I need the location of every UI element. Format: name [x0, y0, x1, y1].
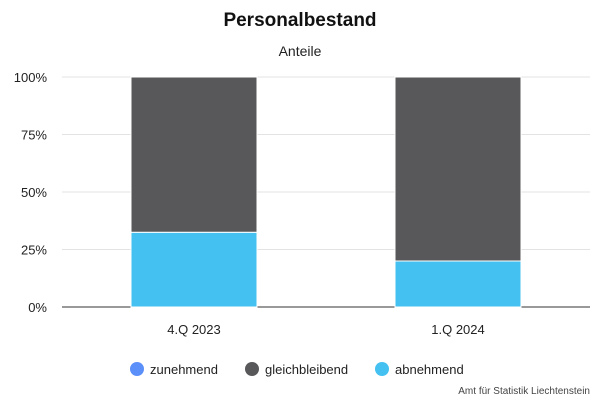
bar-abnehmend[interactable] — [130, 231, 258, 308]
y-tick-label: 75% — [21, 128, 47, 143]
y-tick-label: 0% — [28, 300, 47, 315]
legend-marker — [130, 362, 144, 376]
credit-text: Amt für Statistik Liechtenstein — [458, 386, 590, 397]
x-axis-ticks: 4.Q 2023 1.Q 2024 — [167, 322, 485, 337]
y-axis-ticks: 0% 25% 50% 75% 100% — [14, 70, 48, 315]
y-tick-label: 50% — [21, 185, 47, 200]
x-tick-label: 1.Q 2024 — [431, 322, 485, 337]
bar-abnehmend[interactable] — [394, 260, 522, 308]
legend-label: abnehmend — [395, 362, 464, 377]
legend-item[interactable]: abnehmend — [375, 362, 464, 377]
bar-gleichbleibend[interactable] — [130, 76, 258, 233]
legend-label: zunehmend — [150, 362, 218, 377]
legend-marker — [375, 362, 389, 376]
y-tick-label: 25% — [21, 243, 47, 258]
legend-item[interactable]: gleichbleibend — [245, 362, 348, 377]
bar-gleichbleibend[interactable] — [394, 76, 522, 262]
bars — [130, 76, 522, 308]
legend-item[interactable]: zunehmend — [130, 362, 218, 377]
legend-marker — [245, 362, 259, 376]
legend: zunehmend gleichbleibend abnehmend — [130, 362, 464, 377]
y-tick-label: 100% — [14, 70, 48, 85]
x-tick-label: 4.Q 2023 — [167, 322, 221, 337]
legend-label: gleichbleibend — [265, 362, 348, 377]
chart-title: Personalbestand — [223, 10, 376, 31]
chart-subtitle: Anteile — [279, 43, 322, 59]
